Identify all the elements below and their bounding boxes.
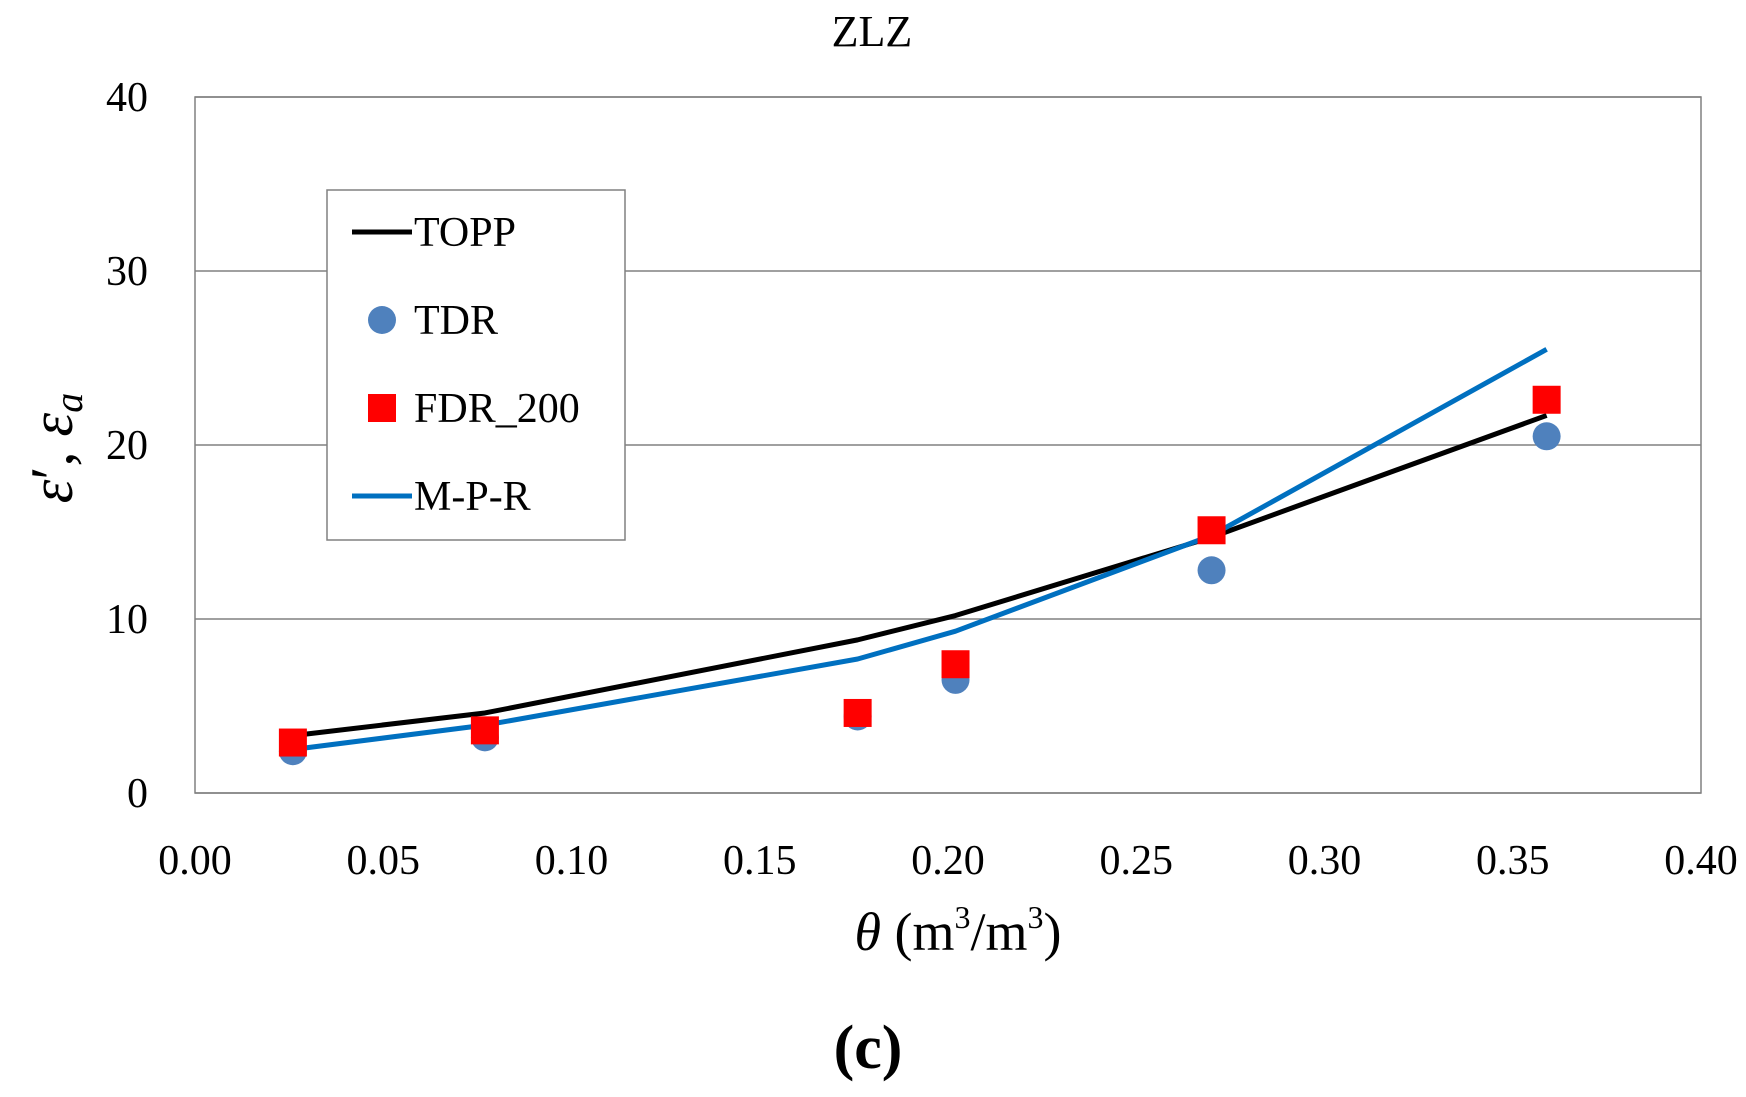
data-point-tdr — [1197, 556, 1226, 585]
x-tick-label: 0.30 — [1288, 838, 1362, 884]
legend-fdr-label: FDR_200 — [414, 386, 580, 432]
y-tick-label: 20 — [106, 423, 148, 469]
data-point-fdr-200 — [1197, 516, 1226, 545]
y-axis-ticks: 0 10 20 30 40 — [106, 75, 148, 817]
data-point-fdr-200 — [470, 716, 499, 745]
series-line-m-p-r — [292, 347, 1548, 752]
data-point-tdr — [1532, 422, 1561, 451]
data-point-fdr-200 — [1532, 385, 1561, 414]
series-line-topp — [292, 413, 1548, 739]
x-tick-label: 0.35 — [1476, 838, 1550, 884]
legend-mpr-label: M-P-R — [414, 474, 531, 520]
y-tick-label: 0 — [127, 771, 148, 817]
y-tick-label: 10 — [106, 597, 148, 643]
x-tick-label: 0.40 — [1664, 838, 1738, 884]
data-point-fdr-200 — [843, 698, 872, 727]
chart-title: ZLZ — [832, 7, 913, 56]
series-layer — [278, 347, 1561, 766]
x-tick-label: 0.15 — [723, 838, 797, 884]
legend-topp-label: TOPP — [414, 210, 516, 256]
legend-box — [326, 189, 626, 541]
x-tick-label: 0.10 — [535, 838, 609, 884]
x-tick-label: 0.20 — [911, 838, 985, 884]
data-point-fdr-200 — [941, 650, 970, 679]
y-tick-label: 30 — [106, 249, 148, 295]
x-axis-ticks: 0.00 0.05 0.10 0.15 0.20 0.25 0.30 0.35 0.40 — [158, 838, 1738, 884]
x-tick-label: 0.00 — [158, 838, 232, 884]
y-tick-label: 40 — [106, 75, 148, 121]
legend-tdr-label: TDR — [414, 298, 498, 344]
y-axis-label: ε′, εa — [19, 393, 91, 503]
x-tick-label: 0.25 — [1100, 838, 1174, 884]
legend: TOPP TDR FDR_200 M-P-R — [326, 189, 626, 541]
data-point-fdr-200 — [278, 728, 307, 757]
legend-fdr-swatch — [368, 394, 396, 422]
legend-tdr-swatch — [368, 306, 396, 334]
panel-label: (c) — [834, 1014, 903, 1082]
x-tick-label: 0.05 — [347, 838, 421, 884]
x-axis-label: θ (m3/m3) — [854, 899, 1061, 962]
